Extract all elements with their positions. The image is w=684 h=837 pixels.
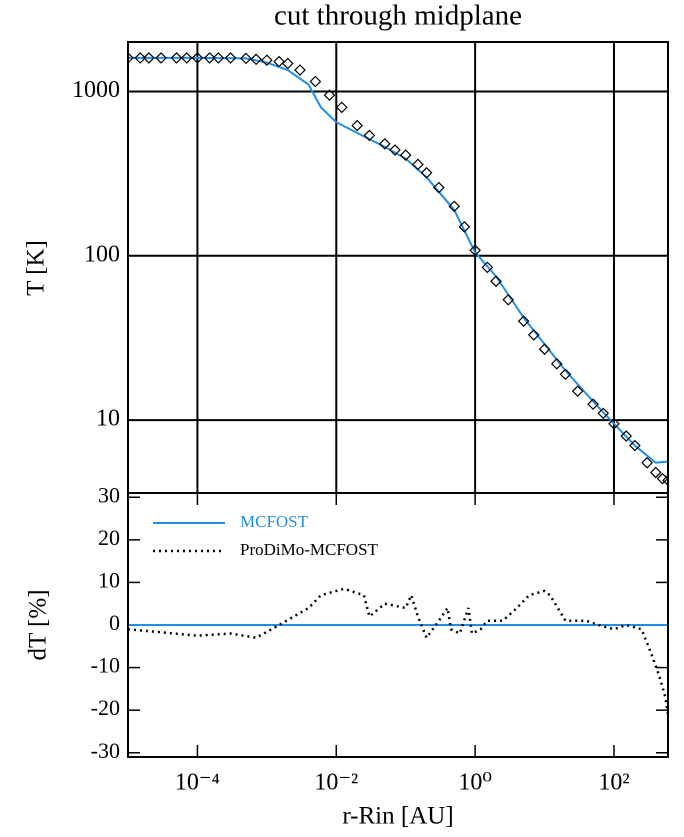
data-point	[399, 149, 412, 161]
data-point	[538, 343, 551, 356]
data-point	[335, 101, 348, 114]
data-point	[629, 439, 641, 452]
y-tick-label: 10	[98, 567, 120, 592]
data-point	[641, 456, 653, 469]
data-point	[309, 75, 322, 88]
y-tick-label: 20	[98, 525, 120, 550]
data-point	[662, 474, 668, 487]
data-point	[273, 55, 285, 68]
data-point	[191, 52, 204, 64]
data-point	[587, 398, 599, 411]
data-point	[203, 52, 216, 64]
x-axis-label: r-Rin [AU]	[342, 803, 453, 830]
data-point	[250, 53, 262, 66]
data-point	[323, 89, 336, 101]
data-point	[351, 119, 364, 132]
data-point	[481, 261, 494, 274]
plot-frame	[127, 41, 669, 494]
y-tick-label: -30	[91, 738, 120, 763]
y-axis-label: T [K]	[23, 240, 50, 296]
x-tick-label: 10⁻²	[314, 770, 358, 796]
data-point	[458, 220, 471, 233]
legend-label: MCFOST	[240, 512, 309, 531]
data-point	[517, 315, 530, 328]
data-point	[432, 181, 445, 194]
data-point	[224, 52, 237, 64]
legend-label: ProDiMo-MCFOST	[240, 540, 379, 559]
x-tick-label: 10⁻⁴	[175, 770, 220, 796]
data-point	[281, 57, 294, 70]
plot-frame	[127, 492, 669, 758]
y-tick-label: 10	[96, 406, 120, 432]
data-point	[294, 64, 306, 76]
data-point	[656, 472, 668, 485]
data-point	[128, 52, 134, 64]
data-point	[155, 52, 167, 64]
data-point	[134, 52, 147, 64]
y-tick-label: 1000	[72, 77, 120, 103]
data-point	[571, 385, 584, 398]
data-point	[649, 466, 662, 479]
data-point	[620, 430, 633, 442]
data-point	[420, 166, 433, 179]
data-line	[128, 56, 668, 464]
data-point	[363, 129, 376, 142]
data-point	[527, 329, 540, 341]
data-point	[469, 244, 481, 257]
data-point	[490, 275, 502, 288]
data-point	[180, 52, 193, 64]
data-line	[128, 587, 668, 715]
y-axis-label: dT [%]	[25, 589, 52, 660]
x-tick-label: 10²	[598, 770, 629, 796]
y-tick-label: 30	[98, 482, 120, 507]
data-point	[143, 52, 155, 64]
data-point	[448, 200, 461, 213]
data-point	[212, 52, 225, 64]
data-point	[550, 357, 563, 370]
data-point	[240, 52, 252, 65]
y-tick-label: -10	[91, 653, 120, 678]
y-tick-label: -20	[91, 695, 120, 720]
chart-title: cut through midplane	[274, 0, 522, 32]
data-point	[597, 407, 610, 420]
data-point	[170, 52, 183, 64]
data-point	[502, 293, 515, 306]
data-point	[559, 368, 572, 381]
data-point	[608, 417, 620, 430]
y-tick-label: 0	[109, 610, 120, 635]
x-tick-label: 10⁰	[458, 770, 492, 796]
data-point	[389, 144, 401, 156]
data-point	[412, 158, 424, 171]
data-point	[378, 137, 391, 150]
data-point	[261, 54, 273, 67]
y-tick-label: 100	[84, 241, 120, 267]
